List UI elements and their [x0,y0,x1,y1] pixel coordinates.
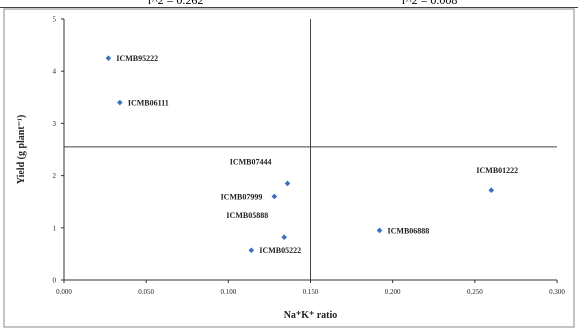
data-point [105,55,112,61]
x-tick-label: 0.050 [138,288,154,296]
x-tick-label: 0.150 [303,288,319,296]
x-tick-label: 0.100 [220,288,236,296]
point-label: ICMB06111 [128,99,169,108]
point-label: ICMB07444 [230,157,272,166]
y-tick-label: 0 [53,277,57,285]
y-tick-label: 1 [53,224,57,232]
point-label: ICMB07999 [221,192,263,201]
x-axis-label: Na⁺K⁺ ratio [284,310,338,321]
reference-lines [64,19,557,280]
y-tick-label: 4 [53,68,57,76]
x-tick-label: 0.000 [56,288,72,296]
header-rule [0,7,578,8]
x-tick-label: 0.250 [467,288,483,296]
y-tick-label: 2 [53,172,57,180]
point-label: ICMB01222 [476,166,518,175]
table-header-strip: r^2 = 0.262 r^2 = 0.008 [0,0,578,9]
y-axis-label: Yield (g plant⁻¹) [16,115,27,185]
data-point [281,234,288,240]
point-label: ICMB05888 [226,211,268,220]
x-tick-label: 0.300 [549,288,565,296]
header-stat-right: r^2 = 0.008 [402,0,458,7]
header-stat-left: r^2 = 0.262 [148,0,204,7]
tick-labels: 0.000 0.050 0.100 0.150 0.200 0.250 0.300 0 1 2 3 4… [53,16,566,297]
data-point [271,193,278,200]
data-points [105,55,495,254]
data-point [488,187,495,194]
data-point [284,180,291,187]
point-label: ICMB06888 [388,226,430,235]
chart-border [3,8,575,328]
data-point [248,247,255,254]
x-tick-label: 0.200 [385,288,401,296]
data-point [117,99,123,106]
y-tick-label: 3 [53,120,57,128]
point-label: ICMB05222 [259,246,301,255]
data-point [376,227,383,234]
y-tick-label: 5 [53,16,57,24]
point-labels: ICMB95222 ICMB06111 ICMB07444 ICMB07999 ICMB… [116,54,518,255]
point-label: ICMB95222 [116,54,158,63]
